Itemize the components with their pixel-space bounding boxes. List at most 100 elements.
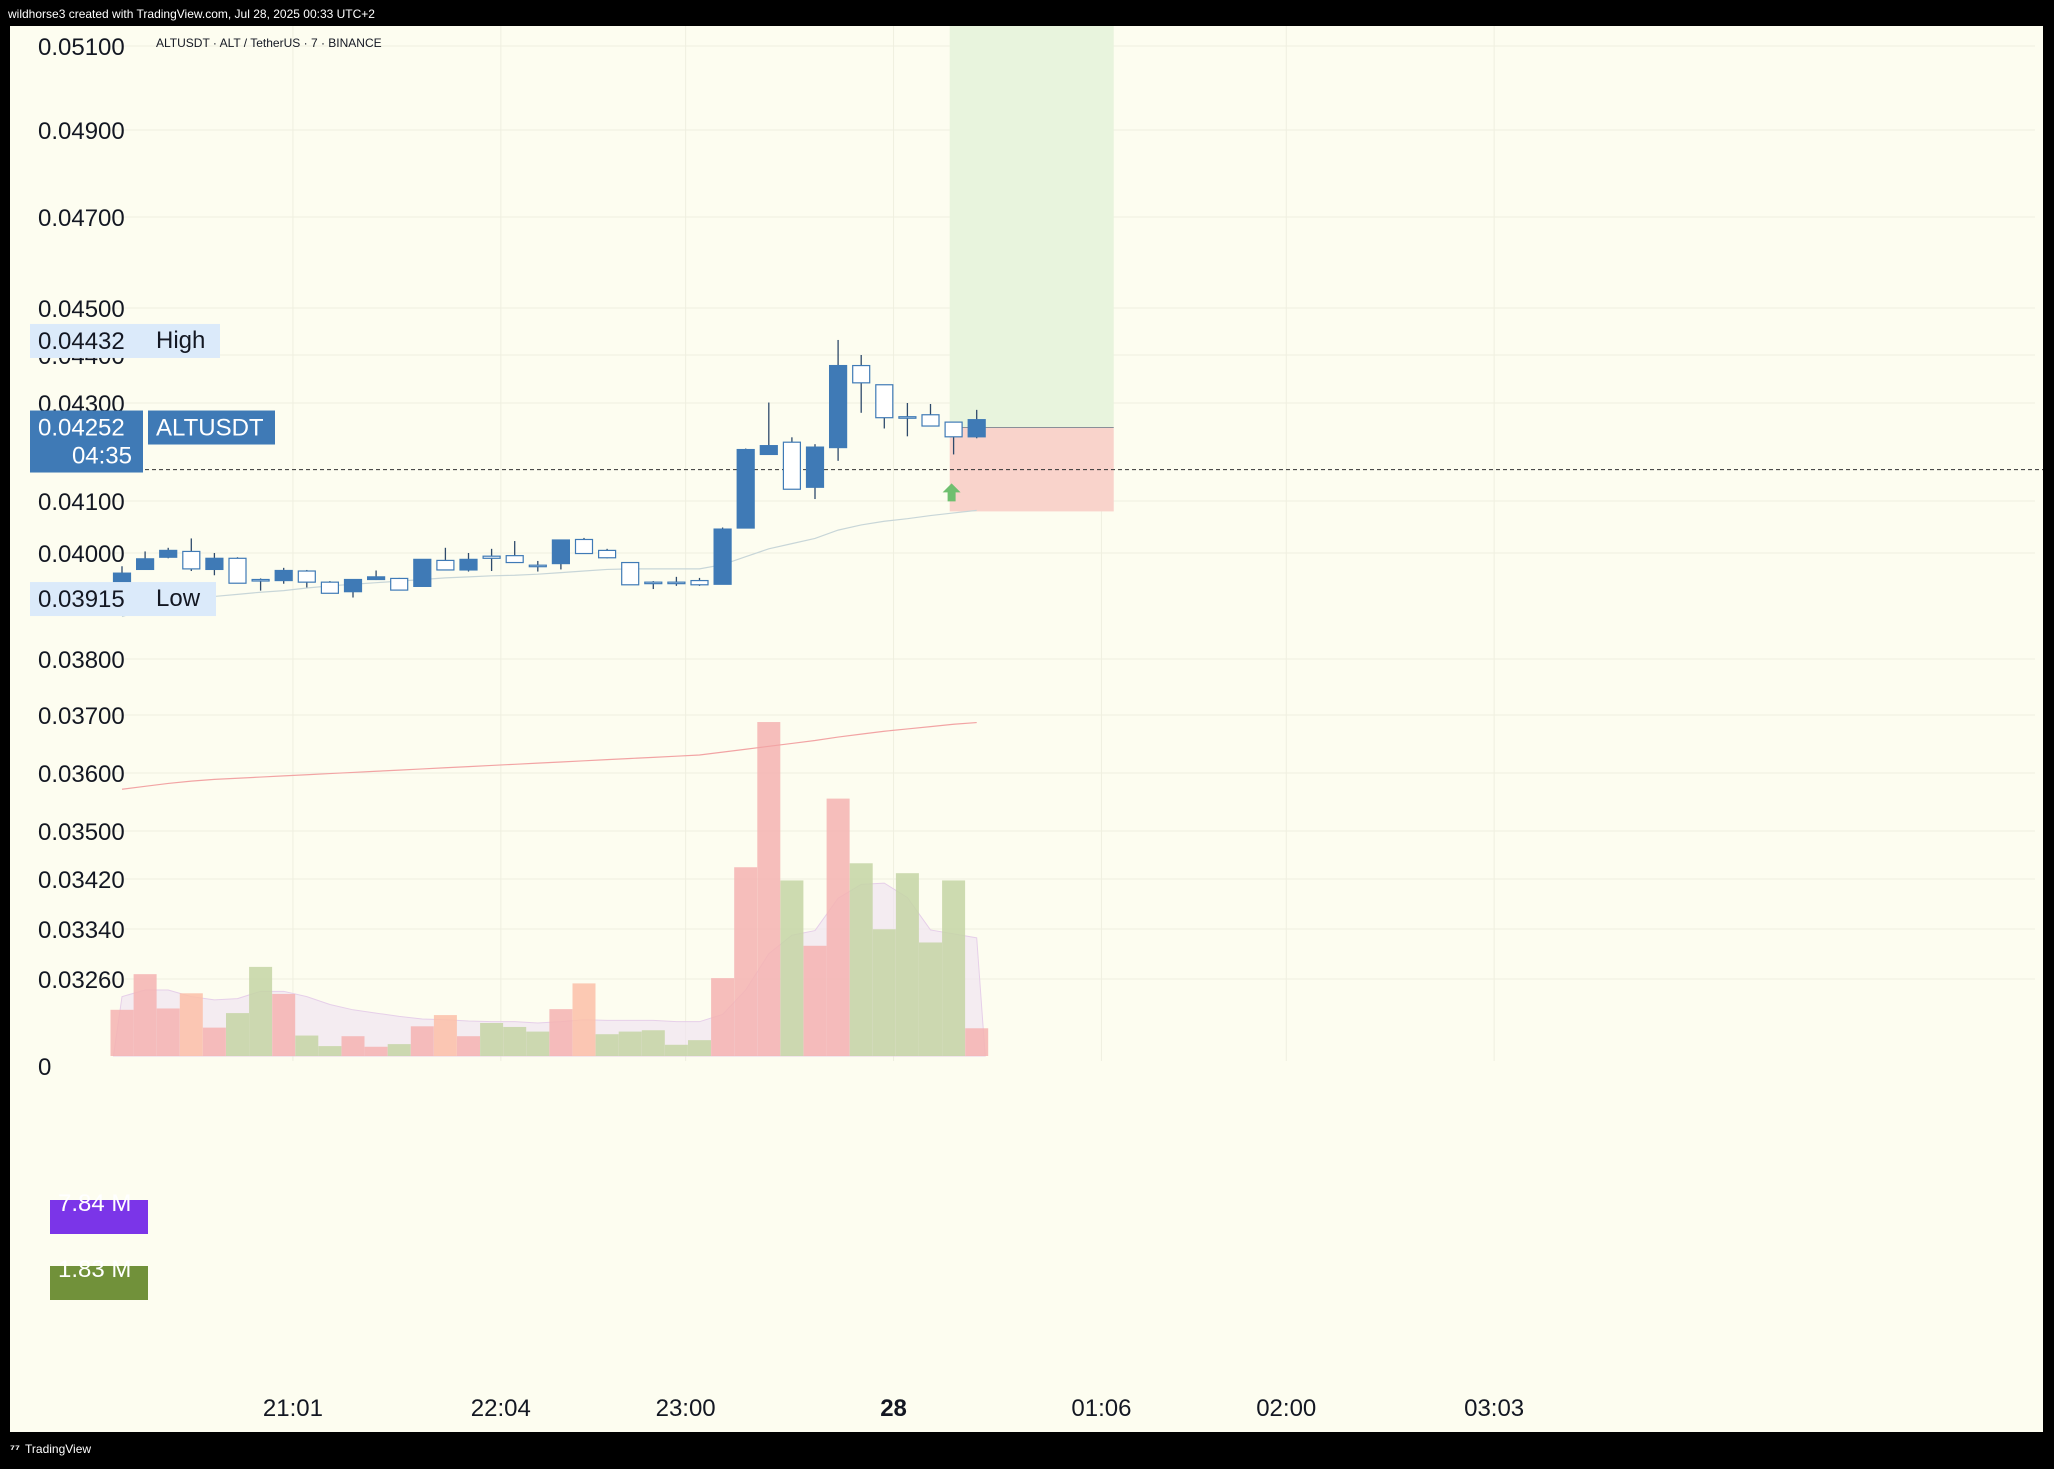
symbol-tag-label: ALTUSDT bbox=[156, 415, 264, 442]
low-tag-label: Low bbox=[156, 585, 201, 612]
candle-body bbox=[921, 414, 940, 427]
ma-long-line bbox=[121, 721, 977, 790]
y-tick-label: 0.03420 bbox=[38, 867, 125, 894]
volume-bar bbox=[711, 978, 735, 1056]
volume-ma-tag bbox=[50, 1200, 148, 1234]
high-tag-value: 0.04432 bbox=[38, 328, 125, 355]
y-tick-label: 0.04500 bbox=[38, 296, 125, 323]
footer-brand[interactable]: ⁷⁷ TradingView bbox=[10, 1442, 91, 1456]
current-price-tag bbox=[30, 410, 143, 473]
high-tag bbox=[30, 323, 220, 358]
time-axis: 21:01 22:04 23:00 28 01:06 02:00 03:03 bbox=[263, 1395, 1524, 1422]
x-tick-label: 01:06 bbox=[1071, 1395, 1131, 1422]
volume-bar bbox=[572, 983, 596, 1056]
y-tick-label: 0.03260 bbox=[38, 967, 125, 994]
x-tick-label: 23:00 bbox=[656, 1395, 716, 1422]
candle-body bbox=[505, 555, 524, 564]
x-tick-label: 28 bbox=[880, 1395, 907, 1422]
candle-body bbox=[875, 384, 894, 419]
candle-body bbox=[759, 445, 778, 456]
volume-bar bbox=[202, 1027, 226, 1056]
candle-body bbox=[159, 549, 178, 558]
candle-body bbox=[644, 581, 663, 585]
price-chart[interactable]: 0.051000.049000.047000.045000.044000.043… bbox=[10, 26, 2043, 1432]
x-tick-label: 03:03 bbox=[1464, 1395, 1524, 1422]
low-tag-value: 0.03915 bbox=[38, 586, 125, 613]
volume-bar bbox=[433, 1015, 457, 1056]
candle-body bbox=[459, 558, 478, 571]
candle-body bbox=[898, 416, 917, 419]
volume-bar bbox=[664, 1044, 688, 1056]
volume-bar bbox=[757, 722, 781, 1056]
y-tick-label: 0.04100 bbox=[38, 489, 125, 516]
candle-body bbox=[390, 577, 409, 591]
volume-bar bbox=[734, 867, 758, 1056]
volume-bar bbox=[526, 1031, 550, 1056]
moving-averages bbox=[121, 509, 977, 790]
volume-bar bbox=[549, 1009, 573, 1056]
tradingview-logo-icon: ⁷⁷ bbox=[10, 1442, 20, 1456]
volume-bar bbox=[295, 1035, 319, 1056]
brand-label: TradingView bbox=[25, 1442, 92, 1456]
candle-body bbox=[852, 364, 871, 384]
candle-body bbox=[828, 364, 848, 449]
chart-frame[interactable]: 0.051000.049000.047000.045000.044000.043… bbox=[10, 26, 2043, 1432]
candle-body bbox=[621, 561, 640, 586]
volume-bar bbox=[480, 1023, 504, 1056]
candle-body bbox=[112, 572, 132, 584]
candle-body bbox=[297, 570, 316, 583]
high-tag-label: High bbox=[156, 327, 205, 354]
volume-bar bbox=[226, 1013, 249, 1056]
candle-body bbox=[436, 559, 455, 571]
grid bbox=[110, 26, 2035, 1061]
volume-bar bbox=[364, 1046, 388, 1056]
x-tick-label: 02:00 bbox=[1256, 1395, 1316, 1422]
volume-bar bbox=[156, 1008, 180, 1056]
candle-body bbox=[367, 576, 386, 581]
created-by-caption: wildhorse3 created with TradingView.com,… bbox=[8, 7, 375, 21]
current-price-value: 0.04252 bbox=[38, 415, 125, 442]
candle-body bbox=[205, 557, 224, 571]
volume-bar bbox=[872, 929, 896, 1056]
volume-bar bbox=[688, 1040, 711, 1056]
y-tick-label: 0.03700 bbox=[38, 703, 125, 730]
candle-body bbox=[690, 579, 709, 586]
volume-bar bbox=[133, 974, 157, 1056]
candle-body bbox=[597, 549, 617, 559]
volume-bar bbox=[895, 873, 919, 1056]
volume-bar bbox=[503, 1026, 527, 1056]
volume-bar bbox=[318, 1046, 342, 1056]
candle-body bbox=[135, 558, 155, 571]
volume-bar bbox=[595, 1034, 619, 1056]
buy-marker bbox=[942, 483, 961, 502]
volume-bar bbox=[641, 1030, 665, 1056]
symbol-tag bbox=[148, 410, 275, 445]
volume-bar bbox=[410, 1026, 434, 1056]
y-tick-label: 0.04900 bbox=[38, 118, 125, 145]
low-tag bbox=[30, 582, 216, 617]
candle-body bbox=[667, 581, 686, 585]
volume-bar bbox=[272, 993, 296, 1056]
y-tick-label: 0.05100 bbox=[38, 34, 125, 61]
volume-bar bbox=[618, 1031, 642, 1056]
volume-bar bbox=[341, 1036, 365, 1056]
volume-bar bbox=[965, 1028, 989, 1056]
volume-bars bbox=[110, 722, 989, 1056]
candle-body bbox=[343, 578, 363, 593]
position-zones bbox=[949, 26, 1114, 512]
volume-bar bbox=[387, 1044, 411, 1056]
volume-bar bbox=[249, 966, 273, 1056]
volume-value: 1.83 M bbox=[58, 1256, 131, 1283]
price-axis: 0.051000.049000.047000.045000.044000.043… bbox=[38, 34, 125, 1081]
y-tick-label: 0.03340 bbox=[38, 917, 125, 944]
candle-body bbox=[228, 557, 247, 584]
candle-body bbox=[320, 581, 339, 594]
candle-body bbox=[551, 539, 571, 565]
symbol-info: ALTUSDT · ALT / TetherUS · 7 · BINANCE bbox=[156, 36, 382, 50]
ma-short-line bbox=[121, 509, 977, 618]
volume-bar bbox=[942, 880, 966, 1056]
candle-body bbox=[805, 446, 825, 488]
candle-body bbox=[528, 564, 547, 568]
y-tick-label: 0 bbox=[38, 1054, 51, 1081]
buy-arrow-icon bbox=[942, 483, 961, 502]
